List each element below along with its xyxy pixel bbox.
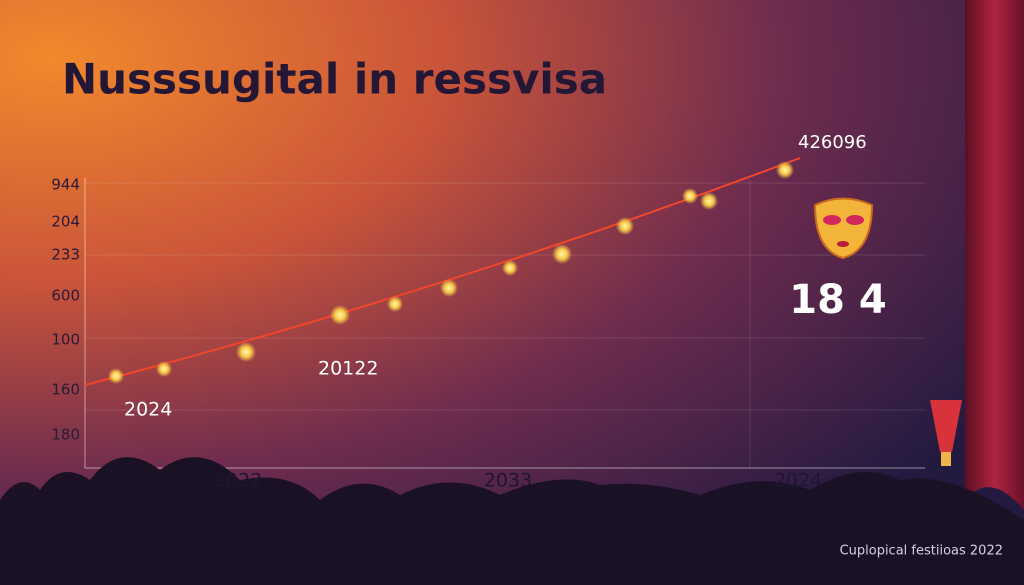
x-label: 2033 bbox=[484, 470, 532, 492]
footer: Cuplopical festiioas 2022 bbox=[840, 544, 1003, 559]
title: Nusssugital in ressvisa bbox=[62, 55, 607, 104]
x-label: 2022 bbox=[214, 470, 262, 492]
annotation: 20122 bbox=[318, 358, 378, 380]
annotation: 426096 bbox=[798, 132, 867, 153]
annotation: 2024 bbox=[124, 399, 172, 421]
lamp bbox=[930, 400, 962, 466]
y-labels: 944 204 233 600 100 160 180 bbox=[51, 176, 80, 444]
y-label: 600 bbox=[51, 287, 80, 305]
y-label: 233 bbox=[51, 246, 80, 264]
y-label: 100 bbox=[51, 331, 80, 349]
y-label: 180 bbox=[51, 426, 80, 444]
grid bbox=[85, 180, 925, 468]
mask bbox=[813, 197, 874, 260]
highlight: 18 4 bbox=[789, 277, 886, 323]
y-label: 204 bbox=[51, 213, 80, 231]
curtain bbox=[965, 0, 1024, 510]
y-label: 944 bbox=[51, 176, 80, 194]
crowd bbox=[0, 457, 1024, 585]
y-label: 160 bbox=[51, 381, 80, 399]
points bbox=[108, 161, 794, 384]
x-label: 2024 bbox=[774, 470, 822, 492]
